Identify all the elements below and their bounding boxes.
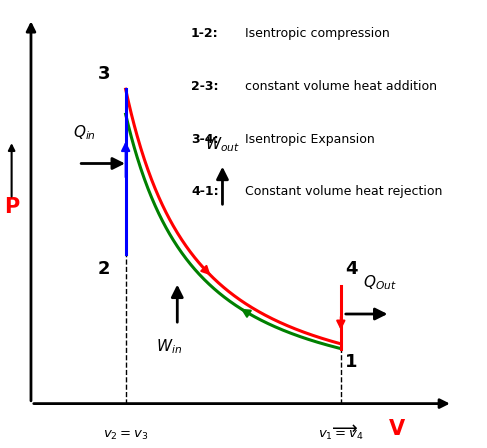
Text: Constant volume heat rejection: Constant volume heat rejection (244, 185, 442, 198)
Text: Isentropic Expansion: Isentropic Expansion (244, 133, 374, 146)
Text: 2: 2 (98, 260, 111, 278)
Text: $\mathit{W_{in}}$: $\mathit{W_{in}}$ (156, 337, 182, 356)
Text: 2-3:: 2-3: (191, 80, 219, 93)
Text: constant volume heat addition: constant volume heat addition (244, 80, 436, 93)
Text: $\mathit{Q_{in}}$: $\mathit{Q_{in}}$ (73, 123, 96, 142)
Text: $v_2 = v_3$: $v_2 = v_3$ (103, 429, 149, 442)
Text: P: P (4, 197, 19, 217)
Text: $v_1 = v_4$: $v_1 = v_4$ (318, 429, 364, 442)
Text: 3: 3 (98, 65, 111, 83)
Text: ⟶: ⟶ (332, 420, 358, 438)
Text: 3-4:: 3-4: (191, 133, 219, 146)
Text: $\mathit{Q_{Out}}$: $\mathit{Q_{Out}}$ (363, 274, 396, 293)
Text: $\mathit{W_{out}}$: $\mathit{W_{out}}$ (205, 135, 240, 154)
Text: 4-1:: 4-1: (191, 185, 219, 198)
Text: Isentropic compression: Isentropic compression (244, 27, 389, 40)
Text: 4: 4 (345, 260, 357, 278)
Text: 1-2:: 1-2: (191, 27, 219, 40)
Text: 1: 1 (345, 353, 357, 370)
Text: V: V (389, 419, 405, 439)
